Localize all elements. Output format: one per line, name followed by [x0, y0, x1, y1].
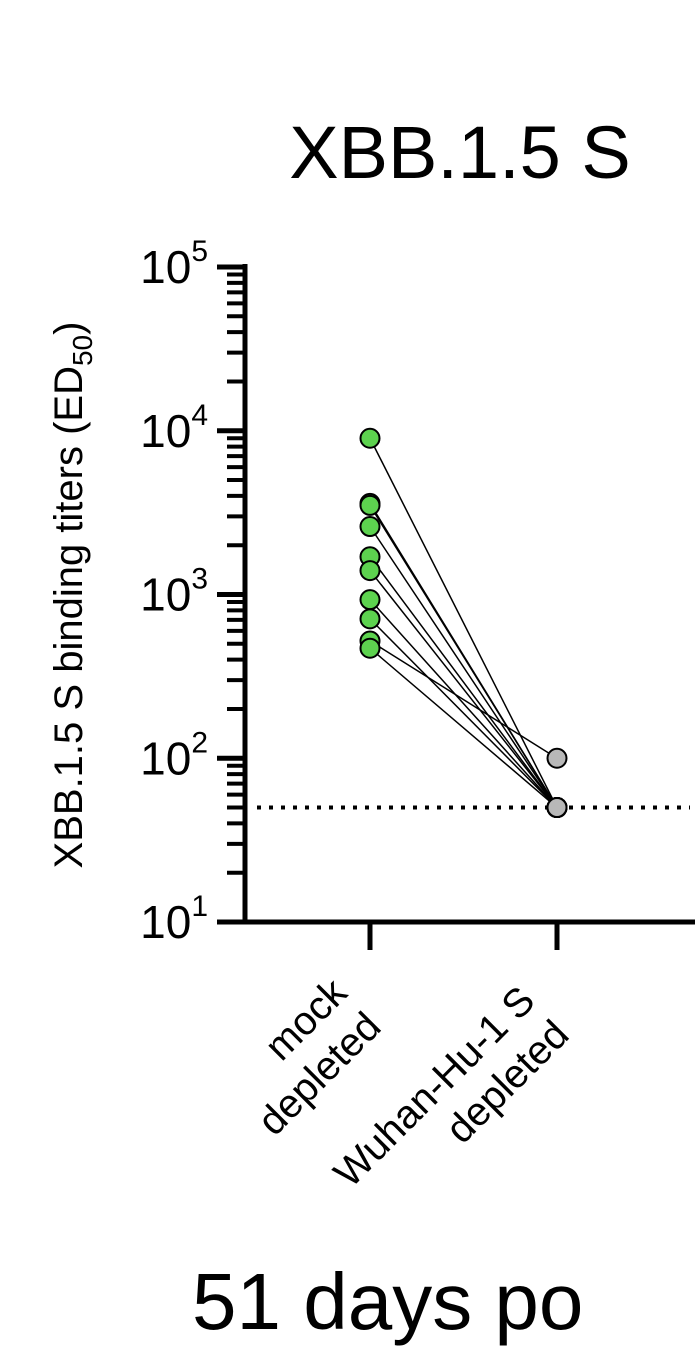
mock-point — [359, 560, 381, 582]
y-minor-ticks — [227, 272, 245, 875]
mock-point — [359, 516, 381, 538]
data-points — [359, 427, 568, 819]
chart-title: XBB.1.5 S — [289, 111, 630, 194]
pair-line — [369, 505, 558, 808]
chart: XBB.1.5 S XBB.1.5 S binding titers (ED50… — [47, 111, 695, 1196]
pair-line — [369, 618, 558, 809]
pair-line — [369, 556, 558, 808]
mock-point — [359, 608, 381, 630]
y-tick-label: 103 — [140, 563, 208, 621]
mock-point — [359, 494, 381, 516]
pair-line — [369, 640, 558, 759]
pair-line — [369, 599, 558, 809]
depleted-point — [546, 797, 568, 819]
y-axis-label: XBB.1.5 S binding titers (ED50) — [47, 322, 98, 869]
x-ticks — [367, 922, 560, 950]
depleted-point — [546, 747, 568, 769]
pair-line — [369, 570, 558, 809]
y-tick-label: 102 — [140, 726, 208, 784]
y-axis-label-subscript: 50 — [67, 335, 98, 366]
pair-line — [369, 437, 558, 808]
svg-text:XBB.1.5 S binding titers (ED50: XBB.1.5 S binding titers (ED50) — [47, 322, 98, 869]
pair-lines — [369, 437, 558, 809]
y-tick-label: 105 — [140, 235, 208, 293]
pair-line — [369, 526, 558, 808]
footer-text: 51 days po — [192, 1257, 584, 1346]
mock-point — [359, 589, 381, 611]
pair-line — [369, 647, 558, 809]
y-tick-label: 101 — [140, 890, 208, 948]
y-tick-label: 104 — [140, 399, 208, 457]
mock-point — [359, 427, 381, 449]
mock-point — [359, 637, 381, 659]
y-major-ticks: 101 102 103 104 105 — [140, 235, 245, 948]
y-axis-label-close: ) — [47, 322, 91, 335]
y-axis-label-main: XBB.1.5 S binding titers (ED — [47, 366, 91, 868]
